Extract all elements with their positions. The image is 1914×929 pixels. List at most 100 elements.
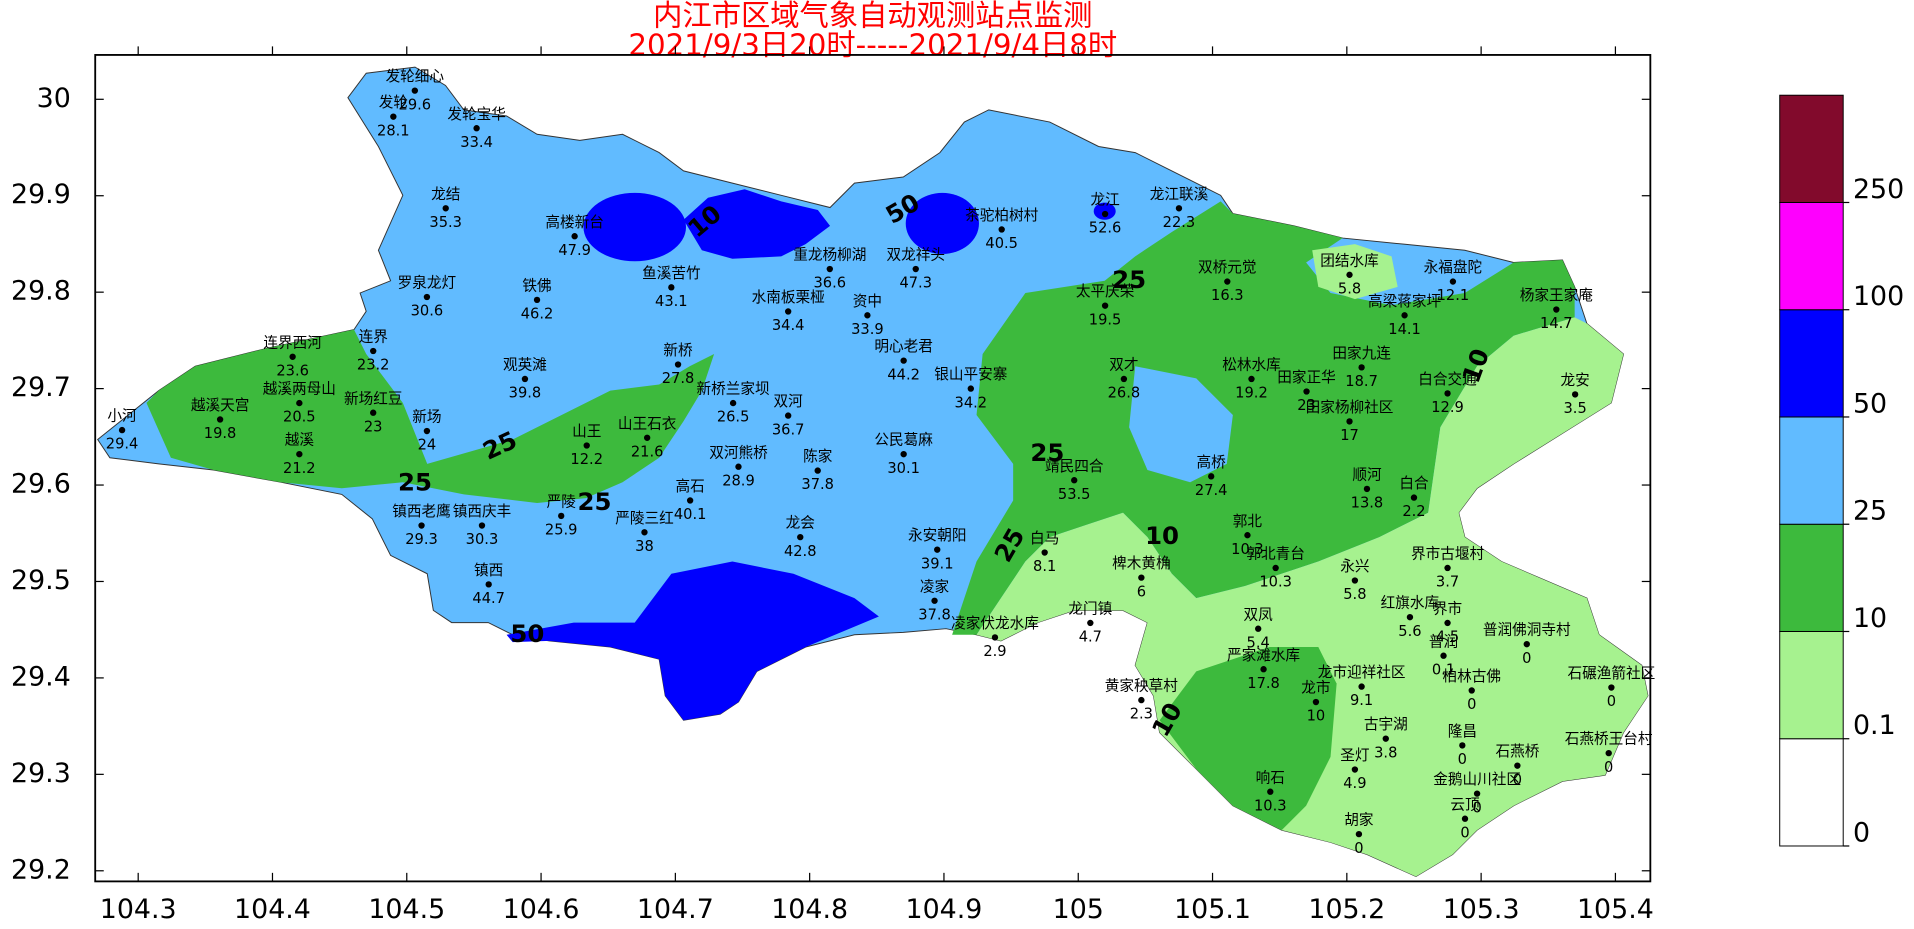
station-value: 0 (1467, 696, 1476, 713)
station-name: 镇西 (474, 562, 503, 579)
station-dot (1346, 271, 1353, 278)
station-value: 23.6 (276, 362, 309, 379)
station-dot (641, 529, 648, 536)
station-dot (1514, 762, 1521, 769)
station-value: 28.9 (722, 472, 755, 489)
station-value: 3.8 (1374, 744, 1397, 761)
station-name: 镇西庆丰 (453, 503, 512, 520)
y-tick-label: 29.3 (11, 758, 71, 789)
station-dot (1358, 683, 1365, 690)
station-name: 水南板栗桠 (752, 288, 825, 306)
station-dot (390, 113, 397, 120)
station-dot (289, 353, 296, 360)
station-dot (1605, 749, 1612, 757)
station-value: 0 (1522, 650, 1531, 667)
station-dot (729, 399, 737, 407)
region-fill (146, 329, 715, 503)
station-dot (1138, 696, 1145, 704)
station-value: 26.5 (717, 409, 750, 426)
station-dot (1244, 532, 1251, 539)
station-value: 0.1 (1432, 661, 1455, 678)
station-dot (1351, 766, 1359, 773)
station-name: 石碾渔箭社区 (1568, 664, 1656, 682)
station-dot (1224, 278, 1231, 285)
station-dot (1553, 306, 1560, 313)
station-value: 27.4 (1195, 482, 1228, 499)
station-value: 5.8 (1343, 586, 1366, 603)
station-value: 10 (1307, 708, 1326, 725)
station-name: 黄家秧草村 (1105, 678, 1178, 695)
station-value: 46.2 (521, 306, 554, 323)
station-value: 23.2 (357, 357, 390, 374)
station-name: 田家九连 (1332, 345, 1391, 362)
station-dot (1459, 742, 1466, 749)
station-dot (473, 125, 480, 132)
y-tick-label: 29.8 (11, 276, 71, 307)
station-name: 新桥兰家坝 (697, 381, 770, 398)
x-tick-label: 104.4 (234, 894, 311, 925)
station-value: 39.8 (509, 385, 542, 402)
station-value: 23 (1297, 397, 1316, 414)
station-name: 资中 (853, 293, 882, 310)
station-name: 普润 (1429, 633, 1458, 650)
station-dot (411, 87, 419, 94)
station-dot (1120, 375, 1128, 383)
contour-label: 25 (398, 467, 432, 496)
region-fill (952, 201, 1575, 635)
station-name: 圣灯 (1340, 747, 1370, 764)
station-name: 新桥 (663, 342, 693, 359)
station-name: 金鹅山川社区 (1433, 771, 1521, 788)
station-dot (1363, 485, 1371, 493)
station-name: 严陵三红 (615, 510, 674, 527)
station-dot (1523, 640, 1530, 648)
station-name: 凌家 (920, 578, 950, 595)
station-name: 高桥 (1197, 454, 1227, 471)
y-tick-label: 29.4 (11, 661, 71, 692)
station-name: 永安朝阳 (908, 527, 967, 544)
station-dot (1571, 391, 1579, 398)
station-value: 53.5 (1058, 486, 1091, 503)
contour-label: 50 (510, 619, 544, 648)
station-value: 35.3 (429, 214, 462, 231)
station-dot (900, 451, 907, 458)
station-name: 双桥元觉 (1198, 259, 1257, 276)
y-tick-label: 29.2 (11, 854, 71, 885)
station-value: 47.9 (558, 242, 591, 259)
station-dot (643, 434, 651, 441)
station-name: 明心老君 (874, 338, 933, 355)
station-value: 0 (1460, 824, 1469, 841)
station-value: 52.6 (1089, 220, 1122, 237)
station-dot (784, 412, 792, 419)
region-fill (1312, 244, 1398, 300)
station-dot (1255, 625, 1262, 632)
station-name: 新场红豆 (344, 390, 403, 407)
station-dot (442, 205, 449, 212)
station-name: 田家正华 (1277, 369, 1336, 386)
station-name: 山王石衣 (618, 415, 677, 432)
station-value: 4.5 (1436, 629, 1459, 646)
station-value: 0 (1604, 759, 1613, 776)
station-dot (1303, 388, 1310, 395)
station-name: 重龙杨柳湖 (793, 247, 866, 264)
title-line: 2021/9/3日20时-----2021/9/4日8时 (628, 28, 1117, 62)
region-fill (1159, 647, 1337, 831)
station-dot (1175, 205, 1183, 212)
station-name: 红旗水库 (1381, 595, 1440, 612)
station-value: 27.8 (662, 370, 695, 387)
station-name: 越溪两母山 (263, 381, 336, 398)
station-dot (370, 347, 377, 355)
station-dot (478, 522, 486, 529)
station-value: 5.6 (1398, 623, 1421, 640)
colorbar-swatch (1779, 416, 1844, 525)
station-dot (1351, 577, 1359, 584)
station-name: 铁佛 (522, 277, 551, 294)
station-value: 21.6 (631, 443, 664, 460)
station-name: 田家杨柳社区 (1306, 399, 1394, 416)
station-value: 0 (1607, 693, 1616, 710)
station-name: 界市古堰村 (1411, 546, 1484, 563)
region-fill (976, 317, 1648, 877)
colorbar-label: 25 (1853, 496, 1887, 527)
station-value: 30.3 (466, 531, 499, 548)
station-value: 19.2 (1235, 385, 1268, 402)
